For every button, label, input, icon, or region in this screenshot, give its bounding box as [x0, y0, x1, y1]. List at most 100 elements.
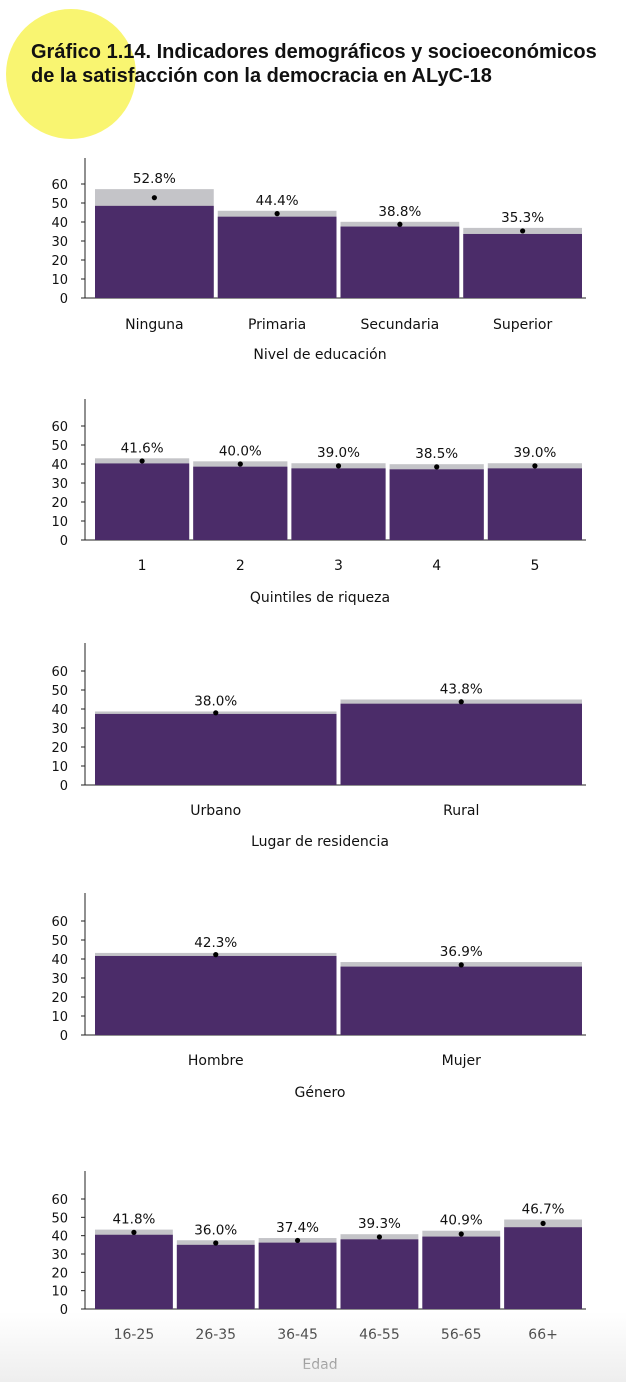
bar: [389, 469, 484, 540]
data-label: 41.6%: [121, 440, 164, 456]
data-label: 46.7%: [522, 1202, 565, 1218]
bar: [95, 205, 214, 298]
point-estimate: [151, 195, 157, 201]
category-label: Superior: [493, 317, 552, 333]
bar: [193, 466, 288, 540]
bar: [95, 955, 337, 1035]
data-label: 41.8%: [112, 1212, 155, 1228]
data-label: 43.8%: [440, 682, 483, 698]
data-label: 40.9%: [440, 1213, 483, 1229]
bar: [217, 216, 337, 298]
point-estimate: [131, 1229, 137, 1235]
y-tick-label: 50: [51, 684, 68, 699]
chart-education-svg: 0 10 20 30 40 50 60 52.8% Ninguna 44.4% Primaria 38…: [51, 158, 586, 333]
category-label: 3: [334, 558, 343, 574]
decorative-circle: [6, 9, 136, 139]
category-label: 5: [530, 558, 539, 574]
y-tick-label: 20: [51, 1266, 68, 1281]
category-label: 26-35: [195, 1327, 236, 1343]
point-estimate: [458, 1231, 464, 1237]
category-label: Ninguna: [125, 317, 183, 333]
point-estimate: [458, 962, 464, 968]
data-label: 39.3%: [358, 1216, 401, 1232]
y-tick-label: 40: [51, 1230, 68, 1245]
data-label: 38.8%: [378, 204, 421, 220]
bar: [422, 1236, 501, 1309]
bar: [95, 713, 337, 785]
point-estimate: [532, 463, 538, 469]
y-tick-label: 10: [51, 760, 68, 775]
category-label: 2: [236, 558, 245, 574]
y-tick-label: 20: [51, 496, 68, 511]
bar: [95, 463, 190, 540]
y-tick-label: 30: [51, 235, 68, 250]
y-tick-label: 30: [51, 477, 68, 492]
data-label: 42.3%: [194, 935, 237, 951]
data-label: 36.9%: [440, 944, 483, 960]
chart-wealth: 0 10 20 30 40 50 60 41.6% 1 40.0% 2 39.0% 3 38.5% 4 39.…: [0, 399, 626, 579]
data-label: 52.8%: [133, 171, 176, 187]
y-tick-label: 50: [51, 1211, 68, 1226]
bar: [340, 966, 582, 1035]
category-label: 1: [138, 558, 147, 574]
data-label: 39.0%: [317, 445, 360, 461]
title-line-1: Gráfico 1.14. Indicadores demográficos y…: [31, 41, 597, 63]
y-tick-label: 0: [60, 779, 68, 794]
y-tick-label: 0: [60, 292, 68, 307]
y-tick-label: 30: [51, 1248, 68, 1263]
point-estimate: [520, 228, 526, 234]
y-tick-label: 50: [51, 197, 68, 212]
y-tick-label: 10: [51, 515, 68, 530]
y-tick-label: 0: [60, 1303, 68, 1318]
point-estimate: [434, 464, 440, 470]
point-estimate: [335, 463, 342, 469]
point-estimate: [397, 221, 403, 227]
category-label: 56-65: [441, 1327, 482, 1343]
bar: [340, 1239, 419, 1309]
point-estimate: [213, 952, 219, 958]
data-label: 44.4%: [256, 193, 299, 209]
y-tick-label: 60: [51, 1193, 68, 1208]
y-tick-label: 0: [60, 534, 68, 549]
bar: [95, 1234, 173, 1309]
title-line-2: de la satisfacción con la democracia en …: [31, 65, 492, 87]
chart-residence: 0 10 20 30 40 50 60 38.0% Urbano 43.8% Rural: [0, 643, 626, 823]
chart-gender-svg: 0 10 20 30 40 50 60 42.3% Hombre 36.9% Mujer: [51, 893, 586, 1069]
y-tick-label: 40: [51, 703, 68, 718]
bar: [504, 1227, 582, 1309]
chart-age: 0 10 20 30 40 50 60 41.8% 16-25 36.0% 26-35 37.4% 36…: [0, 1171, 626, 1351]
bar: [176, 1244, 255, 1309]
y-tick-label: 20: [51, 254, 68, 269]
data-label: 40.0%: [219, 443, 262, 459]
point-estimate: [274, 211, 280, 217]
category-label: Urbano: [190, 803, 241, 819]
y-tick-label: 60: [51, 665, 68, 680]
category-label: Hombre: [188, 1053, 244, 1069]
y-tick-label: 20: [51, 741, 68, 756]
data-label: 39.0%: [513, 445, 556, 461]
chart-age-svg: 0 10 20 30 40 50 60 41.8% 16-25 36.0% 26-35 37.4% 36…: [51, 1171, 586, 1343]
chart-residence-xlabel: Lugar de residencia: [251, 834, 389, 850]
point-estimate: [376, 1234, 383, 1240]
y-tick-label: 40: [51, 458, 68, 473]
point-estimate: [458, 699, 464, 705]
chart-education-xlabel: Nivel de educación: [253, 347, 387, 363]
category-label: Secundaria: [361, 317, 440, 333]
y-tick-label: 50: [51, 439, 68, 454]
chart-wealth-xlabel: Quintiles de riqueza: [249, 590, 391, 606]
data-label: 38.0%: [194, 693, 237, 709]
y-tick-label: 40: [51, 953, 68, 968]
data-label: 38.5%: [415, 446, 458, 462]
chart-age-xlabel: Edad: [302, 1357, 338, 1373]
page-title: Gráfico 1.14. Indicadores demográficos y…: [31, 40, 621, 88]
data-label: 35.3%: [501, 210, 544, 226]
bar: [340, 703, 582, 785]
y-tick-label: 60: [51, 420, 68, 435]
y-tick-label: 60: [51, 178, 68, 193]
category-label: 4: [432, 558, 441, 574]
bar: [340, 226, 460, 298]
y-tick-label: 30: [51, 722, 68, 737]
y-tick-label: 30: [51, 972, 68, 987]
category-label: Primaria: [248, 317, 306, 333]
point-estimate: [237, 461, 243, 467]
